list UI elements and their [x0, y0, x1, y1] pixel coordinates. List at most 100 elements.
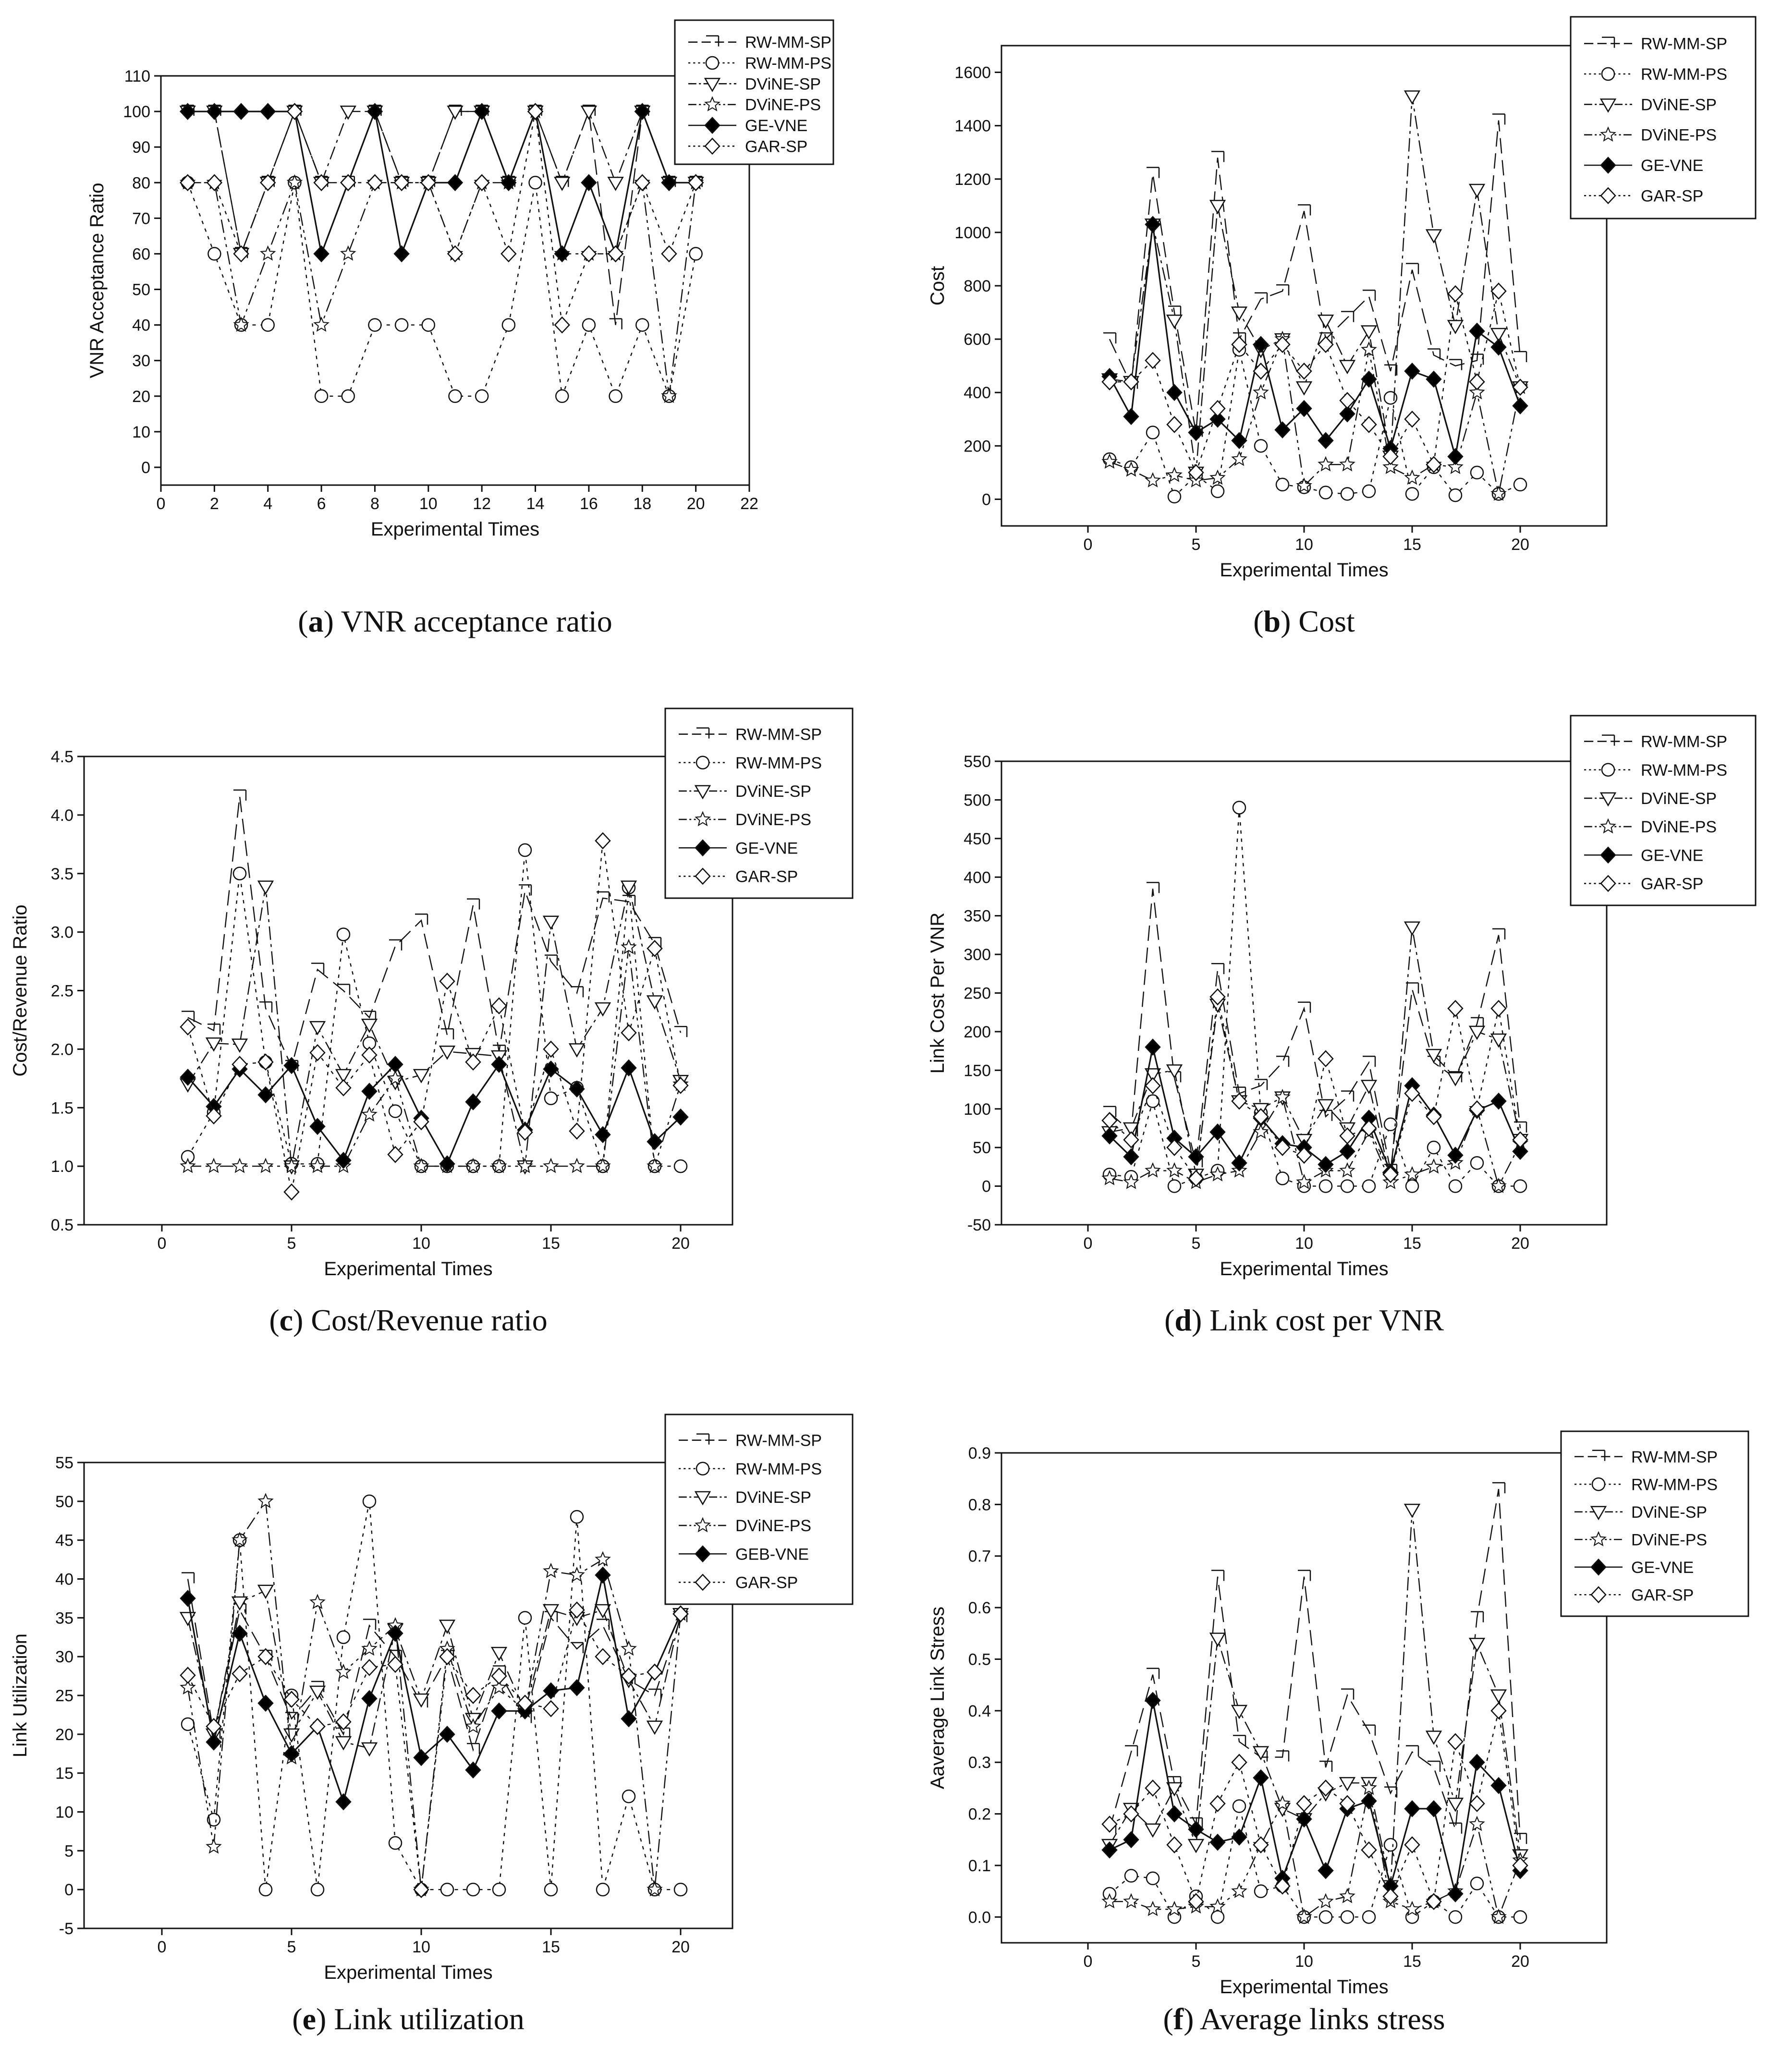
y-tick-label: 110: [124, 67, 150, 85]
data-point: [474, 103, 490, 120]
y-tick-label: 0.5: [51, 1216, 73, 1234]
series-line-DViNE-SP: [187, 1590, 682, 1749]
data-point: [1426, 1108, 1442, 1125]
data-point: [492, 1882, 506, 1897]
legend-label: DViNE-SP: [745, 75, 821, 93]
data-point: [1318, 1156, 1334, 1173]
data-point: [257, 1158, 274, 1173]
data-point: [543, 1562, 559, 1578]
data-point: [1123, 1893, 1139, 1909]
data-point: [1513, 1179, 1527, 1193]
data-point: [1124, 1869, 1138, 1883]
data-point: [1425, 229, 1442, 244]
data-point: [341, 389, 355, 403]
legend-label: DViNE-SP: [1641, 790, 1717, 808]
y-axis-label: Cost: [927, 266, 948, 305]
data-point: [1490, 999, 1507, 1017]
x-tick-label: 2: [210, 495, 219, 513]
legend-label: RW-MM-SP: [735, 1432, 822, 1450]
y-tick-label: 3.5: [51, 865, 73, 883]
panel-a: 0 2 4 6 8 10 12 14 16 18 20 22 0 10 20 30 40 50 60 70 80 90 10…: [86, 19, 834, 638]
data-point: [634, 103, 650, 120]
legend-marker: [704, 117, 720, 134]
y-tick-label: 1000: [954, 224, 991, 242]
data-point: [366, 103, 383, 120]
legend-marker: [704, 137, 720, 155]
legend-marker: [695, 867, 711, 885]
data-point: [1101, 373, 1118, 390]
y-tick-label: 5: [64, 1842, 73, 1860]
data-point: [180, 1069, 196, 1086]
data-point: [1274, 336, 1291, 353]
data-point: [1468, 1025, 1486, 1040]
data-point: [1339, 405, 1355, 423]
data-point: [517, 1123, 533, 1141]
data-point: [314, 389, 329, 403]
series-line-RW-MM-PS: [187, 182, 696, 399]
data-point: [1339, 1162, 1355, 1178]
data-point: [1447, 320, 1464, 334]
legend-marker: [1600, 875, 1616, 892]
legend-marker: [1602, 37, 1615, 48]
data-point: [622, 895, 636, 906]
data-point: [1103, 1106, 1117, 1117]
data-point: [233, 789, 247, 801]
legend-marker: [695, 1573, 711, 1591]
data-point: [594, 1002, 611, 1017]
data-point: [261, 318, 275, 332]
data-point: [182, 1572, 195, 1584]
series-markers-DViNE-SP: [179, 1584, 689, 1757]
data-point: [1274, 1877, 1291, 1895]
data-point: [1362, 1910, 1376, 1924]
legend-marker: [1600, 846, 1616, 864]
data-point: [543, 1682, 559, 1700]
panel-caption: (e) Link utilization: [292, 2002, 524, 2036]
data-point: [1144, 1823, 1161, 1838]
data-point: [674, 1026, 688, 1037]
data-point: [1144, 1068, 1161, 1083]
series-line-DViNE-SP: [1109, 1509, 1521, 1887]
data-point: [1253, 336, 1269, 353]
data-point: [1361, 341, 1377, 357]
legend-label: GE-VNE: [1641, 846, 1703, 865]
data-point: [413, 1749, 429, 1767]
data-point: [1255, 1079, 1268, 1090]
x-tick-label: 15: [542, 1234, 560, 1253]
y-tick-label: 550: [964, 753, 991, 771]
data-point: [1362, 1179, 1376, 1193]
data-point: [500, 245, 517, 263]
legend-label: RW-MM-PS: [1641, 761, 1727, 780]
data-point: [491, 1158, 507, 1173]
data-point: [1382, 459, 1399, 475]
data-point: [361, 1046, 378, 1064]
data-point: [687, 174, 704, 192]
data-point: [1101, 1841, 1118, 1859]
data-point: [1339, 1777, 1356, 1792]
data-point: [415, 914, 428, 925]
y-tick-label: 100: [123, 103, 150, 121]
data-point: [1166, 1805, 1183, 1823]
y-tick-label: 350: [964, 907, 991, 926]
data-point: [1382, 448, 1399, 465]
data-point: [1404, 1085, 1420, 1102]
data-point: [517, 1158, 533, 1173]
data-point: [1512, 1131, 1528, 1148]
legend-marker: [695, 1517, 711, 1533]
data-point: [1210, 484, 1225, 499]
data-point: [1211, 151, 1225, 162]
y-tick-label: 50: [973, 1139, 991, 1157]
legend-marker: [1591, 1477, 1606, 1491]
data-point: [309, 1594, 326, 1609]
y-tick-label: 0: [982, 1178, 991, 1196]
data-point: [1471, 1611, 1484, 1622]
y-tick-label: 50: [55, 1493, 73, 1511]
data-point: [179, 174, 196, 192]
x-axis-label: Experimental Times: [1220, 560, 1388, 581]
legend-box: [1570, 16, 1757, 219]
data-point: [232, 1532, 248, 1547]
legend-marker: [696, 1462, 710, 1475]
data-point: [257, 1648, 274, 1665]
legend-label: DViNE-SP: [1641, 96, 1717, 114]
data-point: [1426, 1893, 1442, 1910]
y-tick-label: 0: [141, 459, 150, 477]
